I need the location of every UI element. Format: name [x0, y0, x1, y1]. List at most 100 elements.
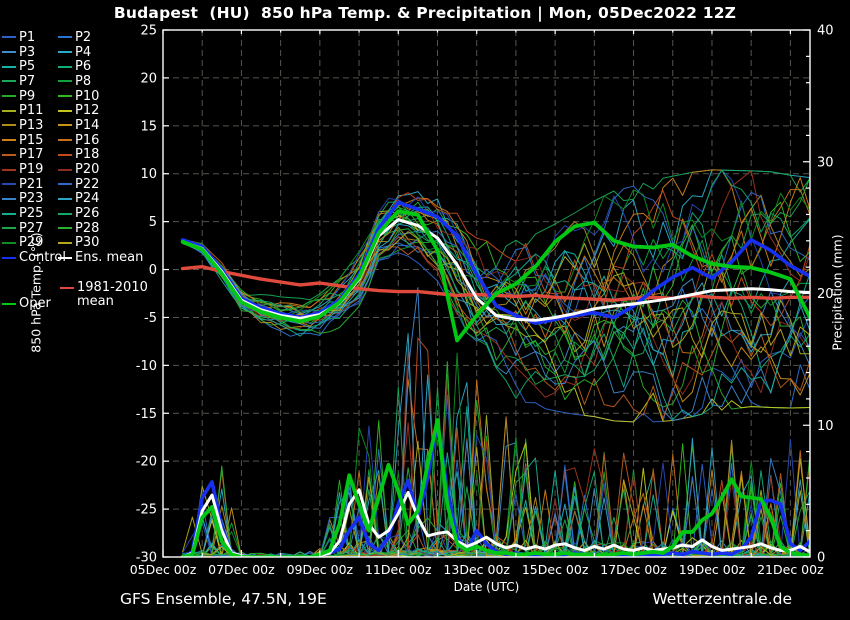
legend-item-p2-label: P2 [75, 29, 92, 45]
legend-item-p13-label: P13 [19, 117, 44, 133]
legend-row: P9 P10 [2, 89, 132, 104]
control-temp-line [180, 200, 810, 325]
series-line [182, 208, 810, 395]
legend-item-p18-label: P18 [75, 147, 100, 163]
tick-label: 15 [140, 119, 157, 134]
legend-row: P17 P18 [2, 148, 132, 163]
tick-label: 15Dec 00z [522, 562, 589, 577]
tick-label: 20 [140, 71, 157, 86]
legend-item-p30-label: P30 [75, 235, 100, 251]
legend-item-p22-label: P22 [75, 176, 100, 192]
legend-item-p29: P29 [2, 236, 58, 249]
legend-row: P27 P28 [2, 221, 132, 236]
legend-item-p5-line-swatch [2, 65, 16, 68]
tick-label: 10 [817, 419, 834, 434]
legend-item-p7: P7 [2, 75, 58, 88]
tick-label: 30 [817, 155, 834, 170]
series-line [182, 170, 810, 398]
legend-item-p3-label: P3 [19, 44, 36, 60]
legend-item-p20: P20 [58, 163, 130, 176]
legend-item-p26-line-swatch [58, 212, 72, 215]
legend-item-p17: P17 [2, 148, 58, 161]
legend-item-p14-line-swatch [58, 124, 72, 127]
legend-item-p30: P30 [58, 236, 130, 249]
legend-item-p11-label: P11 [19, 103, 44, 119]
legend-item-p10: P10 [58, 90, 130, 103]
legend-item-p15-line-swatch [2, 139, 16, 142]
legend-row: P23 P24 [2, 192, 132, 207]
legend-item-p12-line-swatch [58, 109, 72, 112]
legend-item-p19: P19 [2, 163, 58, 176]
legend-item-p9-line-swatch [2, 95, 16, 98]
legend-item-p8-line-swatch [58, 80, 72, 83]
legend-item-p28: P28 [58, 222, 130, 235]
legend-item-p11: P11 [2, 104, 58, 117]
legend-item-p5-label: P5 [19, 59, 36, 75]
legend-item-p14-label: P14 [75, 117, 100, 133]
oper-precip-line [180, 418, 810, 557]
tick-label: 10 [140, 167, 157, 182]
y-axis-label-temp: 850 hPa Temp. (°C) [28, 232, 44, 353]
footer-brand: Wetterzentrale.de [652, 590, 792, 608]
tick-label: -5 [144, 311, 157, 326]
tick-label: 11Dec 00z [365, 562, 432, 577]
legend-item-control-line-swatch [2, 256, 16, 259]
legend-item-climate-mean-line-swatch [60, 287, 74, 289]
tick-label: 20 [817, 287, 834, 302]
legend-row: P21 P22 [2, 177, 132, 192]
legend-item-p1-line-swatch [2, 36, 16, 39]
oper-temp-line [180, 209, 810, 343]
legend-item-p11-line-swatch [2, 109, 16, 112]
legend-row: P15 P16 [2, 133, 132, 148]
x-axis-label: Date (UTC) [453, 580, 520, 594]
legend-item-p25-line-swatch [2, 212, 16, 215]
legend-row: P5 P6 [2, 59, 132, 74]
legend-item-p29-line-swatch [2, 241, 16, 244]
legend-item-p21-label: P21 [19, 176, 44, 192]
series-line [182, 229, 810, 410]
legend-item-ens-mean-label: Ens. mean [75, 250, 144, 266]
legend-item-p8: P8 [58, 75, 130, 88]
legend-item-p13-line-swatch [2, 124, 16, 127]
legend-item-p17-label: P17 [19, 147, 44, 163]
legend-item-p23: P23 [2, 192, 58, 205]
legend-item-p23-line-swatch [2, 197, 16, 200]
series-line [182, 169, 810, 399]
legend-item-p25: P25 [2, 207, 58, 220]
legend-item-p7-label: P7 [19, 73, 36, 89]
legend-row: P11 P12 [2, 103, 132, 118]
legend-item-climate-mean-label: 1981-2010 mean [77, 280, 148, 309]
tick-label: -20 [136, 455, 157, 470]
ens-mean-temp-line [181, 218, 810, 322]
legend-item-p9: P9 [2, 90, 58, 103]
tick-label: 40 [817, 24, 834, 39]
legend-item-p16: P16 [58, 134, 130, 147]
legend-item-p8-label: P8 [75, 73, 92, 89]
legend-item-p6-line-swatch [58, 65, 72, 68]
legend-item-p12-label: P12 [75, 103, 100, 119]
legend-item-p4-label: P4 [75, 44, 92, 60]
series-line [182, 337, 810, 557]
legend-item-p28-label: P28 [75, 220, 100, 236]
legend-row: P13 P14 [2, 118, 132, 133]
legend-row: P3 P4 [2, 45, 132, 60]
tick-label: 05Dec 00z [130, 562, 197, 577]
legend-row: P19 P20 [2, 162, 132, 177]
legend-item-p27-label: P27 [19, 220, 44, 236]
legend-row: Control Ens. mean [2, 250, 143, 265]
legend: P1 P2 P3 P4 P5 P6 P7 P8 P9 P10 P11 P12 P13 P14 P15 P16 P… [2, 30, 143, 265]
tick-label: 19Dec 00z [679, 562, 746, 577]
series-line [182, 169, 810, 315]
legend-item-p19-line-swatch [2, 168, 16, 171]
legend-item-p1-label: P1 [19, 29, 36, 45]
legend-item-p27-line-swatch [2, 227, 16, 230]
tick-label: -25 [136, 503, 157, 518]
legend-item-p1: P1 [2, 31, 58, 44]
legend-item-p24: P24 [58, 192, 130, 205]
legend-item-oper: Oper [2, 297, 51, 310]
tick-label: 25 [140, 24, 157, 39]
legend-row: P1 P2 [2, 30, 132, 45]
legend-item-ens-mean-line-swatch [58, 256, 72, 259]
